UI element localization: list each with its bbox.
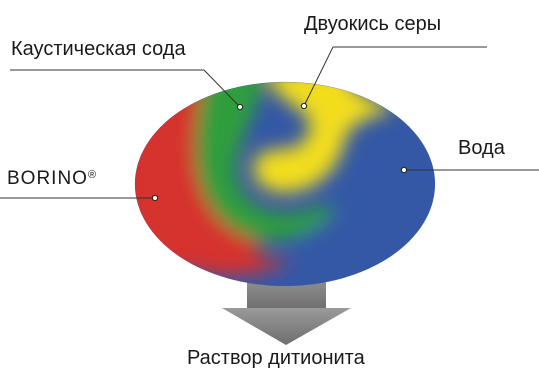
leader-sulfur-dioxide: [300, 46, 487, 110]
label-water: Вода: [458, 137, 505, 159]
leader-caustic-soda: [10, 69, 244, 111]
registered-mark: ®: [87, 169, 97, 181]
borino-name: BORINO: [7, 168, 88, 189]
label-sulfur-dioxide: Двуокись серы: [304, 13, 442, 35]
mixing-ellipse: [135, 82, 435, 286]
leader-water: [400, 166, 539, 174]
leader-borino: [0, 194, 159, 202]
label-borino: BORINO®: [7, 168, 96, 190]
label-result: Раствор дитионита: [187, 347, 365, 369]
label-caustic-soda: Каустическая сода: [11, 38, 186, 60]
